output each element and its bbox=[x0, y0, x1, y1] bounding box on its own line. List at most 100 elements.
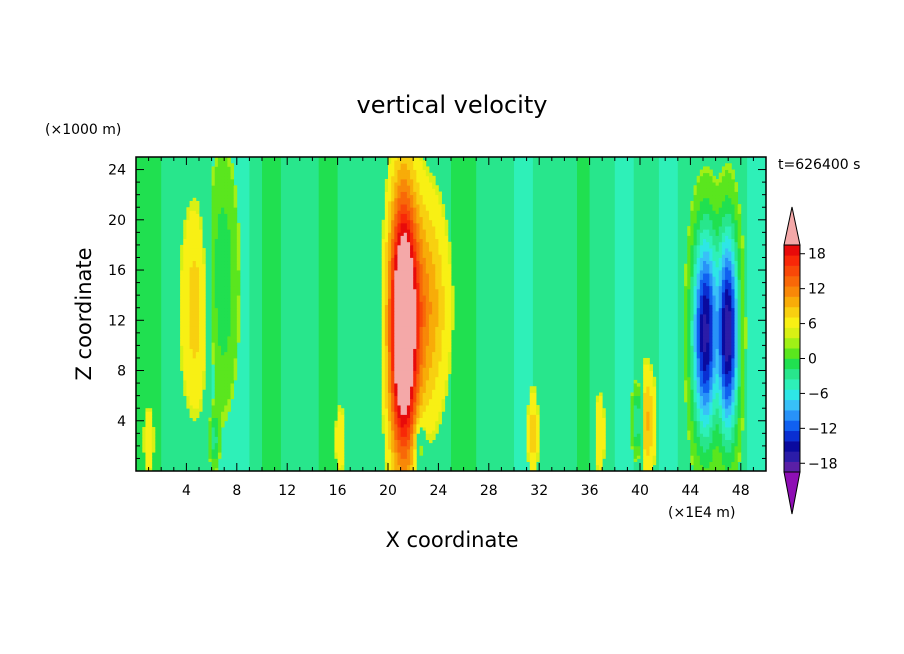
field-cell bbox=[715, 304, 720, 309]
field-cell bbox=[189, 326, 194, 331]
field-cell bbox=[388, 254, 392, 258]
field-cell bbox=[706, 197, 710, 202]
field-cell bbox=[340, 423, 345, 428]
field-cell bbox=[419, 364, 424, 368]
field-cell bbox=[737, 204, 742, 208]
field-cell bbox=[410, 392, 414, 397]
field-cell bbox=[183, 386, 187, 390]
field-cell bbox=[391, 464, 395, 469]
field-cell bbox=[400, 295, 405, 299]
field-cell bbox=[183, 370, 187, 375]
field-cell bbox=[684, 379, 688, 384]
field-cell bbox=[214, 314, 219, 318]
field-cell bbox=[419, 445, 424, 450]
field-cell bbox=[230, 288, 235, 293]
field-cell bbox=[340, 439, 345, 444]
field-cell bbox=[706, 244, 710, 249]
field-cell bbox=[734, 279, 739, 283]
field-cell bbox=[715, 335, 720, 340]
field-cell bbox=[425, 342, 430, 346]
field-cell bbox=[419, 320, 424, 324]
field-cell bbox=[731, 219, 735, 224]
field-cell bbox=[230, 370, 235, 375]
field-cell bbox=[214, 348, 219, 353]
field-cell bbox=[425, 251, 430, 255]
field-cell bbox=[410, 292, 414, 296]
field-cell bbox=[444, 229, 449, 233]
field-cell bbox=[425, 273, 430, 277]
field-cell bbox=[230, 354, 235, 359]
field-cell bbox=[699, 270, 704, 274]
field-cell bbox=[721, 229, 726, 233]
field-cell bbox=[643, 439, 647, 444]
field-cell bbox=[595, 467, 600, 471]
field-cell bbox=[230, 379, 235, 384]
field-cell bbox=[643, 376, 647, 381]
field-cell bbox=[438, 301, 442, 305]
field-cell bbox=[734, 276, 739, 280]
field-cell bbox=[441, 367, 446, 371]
field-cell bbox=[599, 433, 603, 437]
field-cell bbox=[394, 301, 398, 305]
field-cell bbox=[438, 317, 442, 321]
field-cell bbox=[403, 229, 408, 233]
field-cell bbox=[721, 339, 726, 343]
field-cell bbox=[706, 411, 710, 415]
field-cell bbox=[180, 292, 184, 296]
field-cell bbox=[444, 332, 449, 337]
field-cell bbox=[381, 288, 386, 293]
field-cell bbox=[740, 260, 745, 265]
field-cell bbox=[180, 270, 184, 274]
field-cell bbox=[217, 314, 222, 318]
field-cell bbox=[699, 194, 704, 199]
field-cell bbox=[687, 266, 691, 271]
field-cell bbox=[148, 427, 153, 431]
field-cell bbox=[195, 326, 200, 331]
field-cell bbox=[703, 464, 707, 469]
field-cell bbox=[224, 285, 228, 290]
field-cell bbox=[400, 442, 405, 447]
field-cell bbox=[230, 257, 235, 262]
field-cell bbox=[180, 342, 184, 346]
field-cell bbox=[731, 188, 735, 192]
field-cell bbox=[728, 398, 732, 403]
field-cell bbox=[217, 266, 222, 271]
field-cell bbox=[391, 357, 395, 362]
field-cell bbox=[151, 433, 156, 437]
field-cell bbox=[419, 292, 424, 296]
field-cell bbox=[425, 323, 430, 327]
field-cell bbox=[649, 411, 653, 415]
field-cell bbox=[690, 386, 694, 390]
field-cell bbox=[419, 408, 424, 412]
field-cell bbox=[690, 452, 694, 456]
field-cell bbox=[221, 251, 225, 255]
field-cell bbox=[595, 411, 600, 415]
field-cell bbox=[699, 241, 704, 246]
field-cell bbox=[731, 373, 735, 378]
field-cell bbox=[432, 317, 436, 321]
field-cell bbox=[684, 276, 688, 280]
field-cell bbox=[381, 386, 386, 390]
field-cell bbox=[699, 373, 704, 378]
field-cell bbox=[740, 254, 745, 258]
field-cell bbox=[202, 383, 206, 387]
field-cell bbox=[432, 210, 436, 214]
field-cell bbox=[419, 260, 424, 265]
field-cell bbox=[728, 386, 732, 390]
field-cell bbox=[192, 335, 197, 340]
field-cell bbox=[416, 285, 420, 290]
field-cell bbox=[192, 317, 197, 321]
field-cell bbox=[599, 458, 603, 462]
field-cell bbox=[709, 235, 713, 240]
field-cell bbox=[391, 200, 395, 205]
field-cell bbox=[410, 248, 414, 252]
field-cell bbox=[388, 310, 392, 315]
field-cell bbox=[199, 348, 203, 353]
field-cell bbox=[236, 335, 241, 340]
field-cell bbox=[734, 194, 739, 199]
field-cell bbox=[526, 423, 531, 428]
field-cell bbox=[400, 304, 405, 309]
field-cell bbox=[444, 248, 449, 252]
field-cell bbox=[422, 226, 427, 230]
field-cell bbox=[145, 408, 149, 412]
